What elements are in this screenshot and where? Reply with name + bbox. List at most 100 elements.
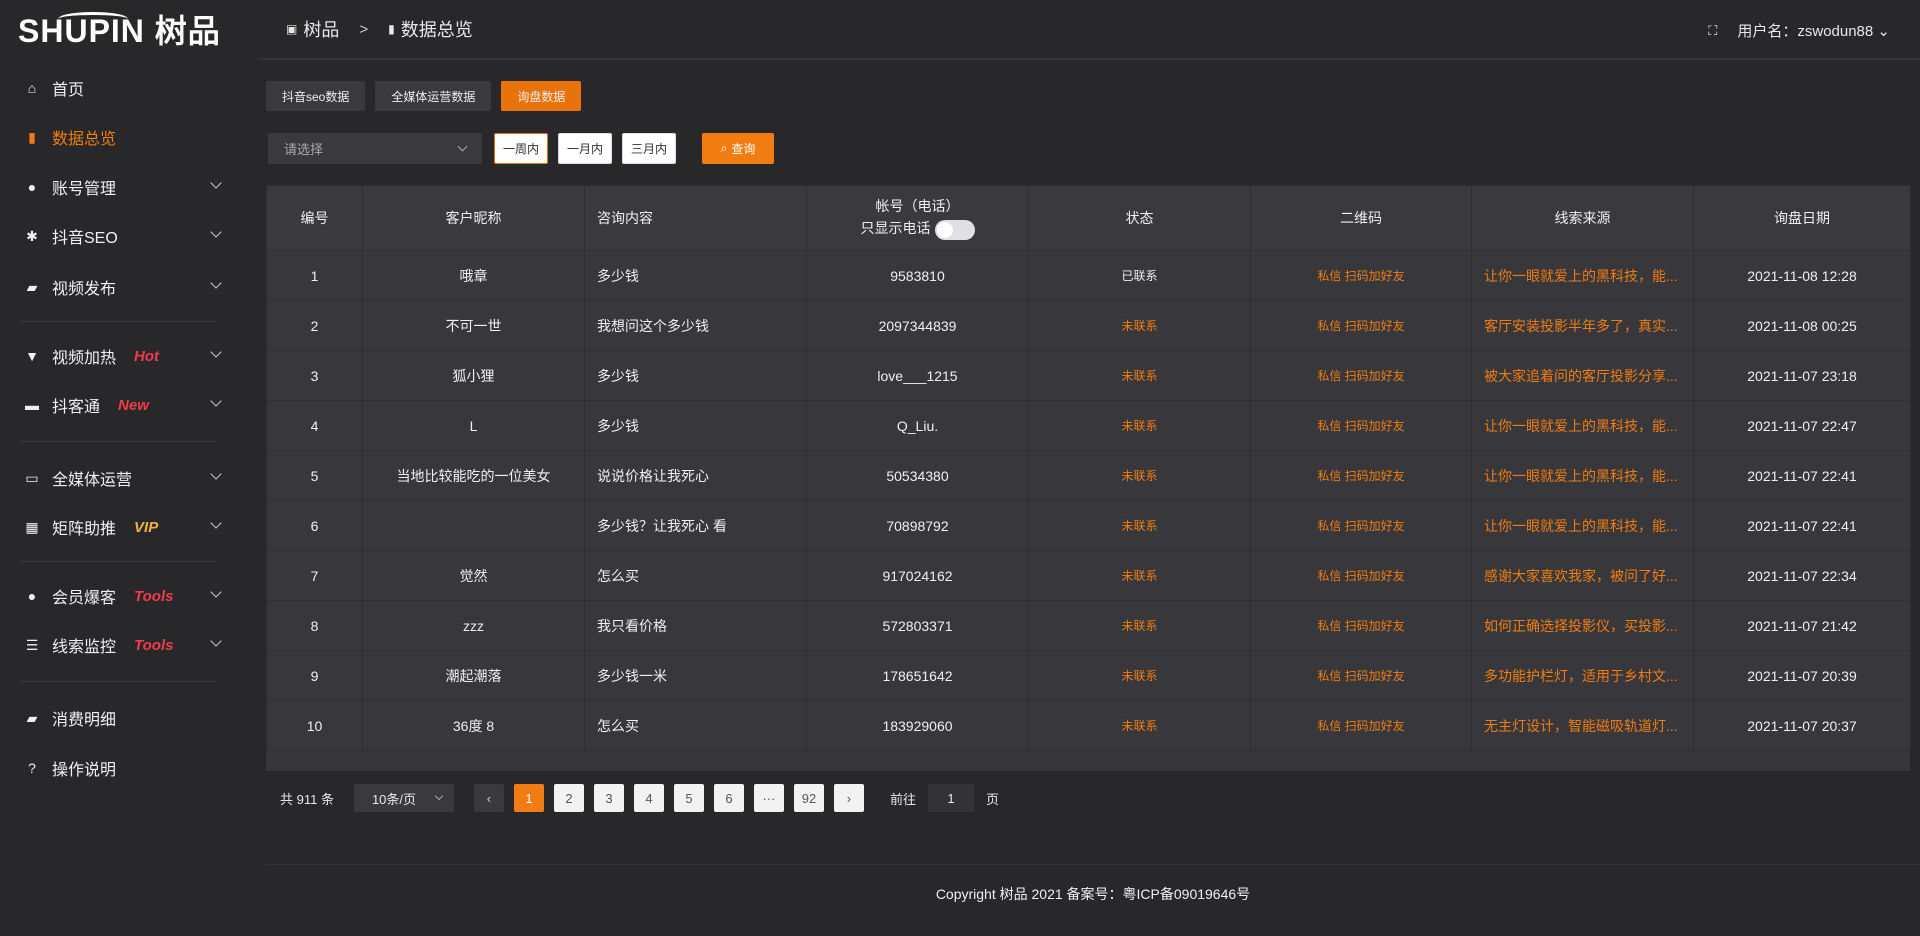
footer-divider	[266, 864, 1920, 865]
status-cell: 未联系	[1028, 650, 1251, 701]
sidebar-item[interactable]: ▬ 抖客通 New	[0, 385, 258, 425]
logo: SHUPIN 树品	[18, 12, 221, 49]
sidebar-item[interactable]: ⌂ 首页	[0, 68, 258, 108]
footer-copyright: Copyright 树品 2021 备案号：粤ICP备09019646号	[935, 886, 1251, 902]
source-link[interactable]: 如何正确选择投影仪，买投影...	[1471, 600, 1694, 651]
sidebar-item-label: 抖音SEO	[52, 230, 118, 247]
range-3month-button[interactable]: 三月内	[622, 133, 677, 164]
qrcode-link[interactable]: 私信 扫码加好友	[1250, 550, 1472, 601]
breadcrumb-separator: >	[359, 20, 369, 38]
video-icon: ▰	[26, 278, 38, 295]
qrcode-link[interactable]: 私信 扫码加好友	[1250, 500, 1472, 551]
sidebar-divider	[20, 441, 216, 442]
source-link[interactable]: 客厅安装投影半年多了，真实...	[1471, 300, 1694, 351]
bar-chart-icon: ▮	[388, 22, 395, 36]
qrcode-link[interactable]: 私信 扫码加好友	[1250, 600, 1472, 651]
page-button[interactable]: 1	[513, 784, 544, 812]
breadcrumb: ▣ 树品 > ▮ 数据总览	[286, 16, 473, 42]
inquiry-table: 编号 客户昵称 咨询内容 帐号（电话） 只显示电话 状态 二维码 线索来源 询盘日期 1 哦章 多少…	[266, 185, 1911, 751]
source-link[interactable]: 让你一眼就爱上的黑科技，能...	[1471, 400, 1694, 451]
next-page-button[interactable]: ›	[833, 784, 864, 812]
tab-inquiry[interactable]: 询盘数据	[501, 81, 582, 111]
source-link[interactable]: 被大家追着问的客厅投影分享...	[1471, 350, 1694, 401]
sidebar: SHUPIN 树品 ⌂ 首页 ▮ 数据总览 ● 账号管理 ✱ 抖音SEO ▰ 视频发布 ▼ 视频加热 H…	[0, 0, 258, 936]
help-icon: ?	[28, 760, 36, 776]
sidebar-item[interactable]: ▦ 矩阵助推 VIP	[0, 507, 258, 547]
chevron-down-icon	[210, 468, 222, 480]
qrcode-link[interactable]: 私信 扫码加好友	[1250, 350, 1472, 401]
qrcode-link[interactable]: 私信 扫码加好友	[1250, 450, 1472, 501]
sidebar-item[interactable]: ✱ 抖音SEO	[0, 216, 258, 256]
sliders-icon: ☰	[25, 636, 39, 653]
bar-chart-icon: ▮	[28, 128, 36, 145]
tab-douyin-seo[interactable]: 抖音seo数据	[266, 81, 366, 111]
sidebar-item-label: 矩阵助推	[52, 521, 117, 538]
page-button[interactable]: 6	[713, 784, 744, 812]
qrcode-link[interactable]: 私信 扫码加好友	[1250, 650, 1472, 701]
page-button[interactable]: 92	[793, 784, 824, 812]
page-button[interactable]: 2	[553, 784, 584, 812]
status-cell: 未联系	[1028, 550, 1251, 601]
date-cell: 2021-11-07 22:47	[1693, 400, 1911, 451]
sidebar-item[interactable]: ▰ 消费明细	[0, 698, 258, 738]
id-cell: 6	[266, 500, 363, 551]
page-button[interactable]: 5	[673, 784, 704, 812]
fullscreen-icon[interactable]: ⛶	[1708, 22, 1718, 38]
sidebar-item[interactable]: ▮ 数据总览	[0, 117, 258, 157]
column-header: 二维码	[1250, 185, 1472, 251]
status-cell: 未联系	[1028, 700, 1251, 751]
content-cell: 怎么买	[584, 550, 807, 601]
source-link[interactable]: 感谢大家喜欢我家，被问了好...	[1471, 550, 1694, 601]
sidebar-item[interactable]: ● 会员爆客 Tools	[0, 576, 258, 616]
tab-all-media[interactable]: 全媒体运营数据	[375, 81, 492, 111]
source-link[interactable]: 无主灯设计，智能磁吸轨道灯...	[1471, 700, 1694, 751]
phone-only-toggle[interactable]	[934, 219, 975, 240]
source-link[interactable]: 让你一眼就爱上的黑科技，能...	[1471, 250, 1694, 301]
nickname-cell	[362, 500, 585, 551]
page-size-select[interactable]: 10条/页	[353, 784, 454, 812]
range-week-button[interactable]: 一周内	[494, 133, 549, 164]
page-button[interactable]: ···	[753, 784, 784, 812]
table-row: 4 L 多少钱 Q_Liu. 未联系 私信 扫码加好友 让你一眼就爱上的黑科技，能... 20…	[266, 400, 1911, 451]
source-link[interactable]: 多功能护栏灯，适用于乡村文...	[1471, 650, 1694, 701]
query-button[interactable]: ⌕ 查询	[702, 133, 775, 164]
sidebar-divider	[20, 681, 216, 682]
user-menu[interactable]: 用户名：zswodun88 ⌄	[1737, 20, 1890, 41]
content-cell: 多少钱	[584, 350, 807, 401]
chart-icon: ▣	[286, 22, 298, 36]
column-header: 状态	[1028, 185, 1251, 251]
qrcode-link[interactable]: 私信 扫码加好友	[1250, 400, 1472, 451]
date-cell: 2021-11-07 20:39	[1693, 650, 1911, 701]
qrcode-link[interactable]: 私信 扫码加好友	[1250, 250, 1472, 301]
account-cell: 70898792	[806, 500, 1029, 551]
sidebar-item[interactable]: ▼ 视频加热 Hot	[0, 336, 258, 376]
range-month-button[interactable]: 一月内	[558, 133, 613, 164]
page-button[interactable]: 3	[593, 784, 624, 812]
qrcode-link[interactable]: 私信 扫码加好友	[1250, 300, 1472, 351]
filter-bar: 请选择 一周内 一月内 三月内 ⌕ 查询	[268, 133, 775, 164]
account-cell: 183929060	[806, 700, 1029, 751]
nickname-cell: 36度 8	[362, 700, 585, 751]
grid-icon: ▦	[25, 518, 39, 535]
sidebar-item[interactable]: ▰ 视频发布	[0, 267, 258, 307]
table-row: 1 哦章 多少钱 9583810 已联系 私信 扫码加好友 让你一眼就爱上的黑科技，能...…	[266, 250, 1911, 301]
source-link[interactable]: 让你一眼就爱上的黑科技，能...	[1471, 500, 1694, 551]
table-row: 7 觉然 怎么买 917024162 未联系 私信 扫码加好友 感谢大家喜欢我家，被问了好.…	[266, 550, 1911, 601]
goto-page-input[interactable]: 1	[927, 784, 974, 812]
page-suffix: 页	[985, 791, 999, 807]
source-select[interactable]: 请选择	[268, 133, 482, 164]
prev-page-button[interactable]: ‹	[473, 784, 504, 812]
breadcrumb-root[interactable]: 树品	[303, 20, 340, 40]
inquiry-table-panel: 编号 客户昵称 咨询内容 帐号（电话） 只显示电话 状态 二维码 线索来源 询盘日期 1 哦章 多少…	[266, 185, 1911, 771]
page-button[interactable]: 4	[633, 784, 664, 812]
source-link[interactable]: 让你一眼就爱上的黑科技，能...	[1471, 450, 1694, 501]
sidebar-item[interactable]: ● 账号管理	[0, 167, 258, 207]
sidebar-item[interactable]: ▭ 全媒体运营	[0, 458, 258, 498]
sidebar-item[interactable]: ☰ 线索监控 Tools	[0, 625, 258, 665]
nickname-cell: 潮起潮落	[362, 650, 585, 701]
qrcode-link[interactable]: 私信 扫码加好友	[1250, 700, 1472, 751]
sidebar-item[interactable]: ? 操作说明	[0, 748, 258, 788]
wallet-icon: ▰	[26, 709, 38, 726]
flame-icon: ▼	[25, 348, 39, 364]
table-row: 8 zzz 我只看价格 572803371 未联系 私信 扫码加好友 如何正确选择投影仪，买…	[266, 600, 1911, 651]
